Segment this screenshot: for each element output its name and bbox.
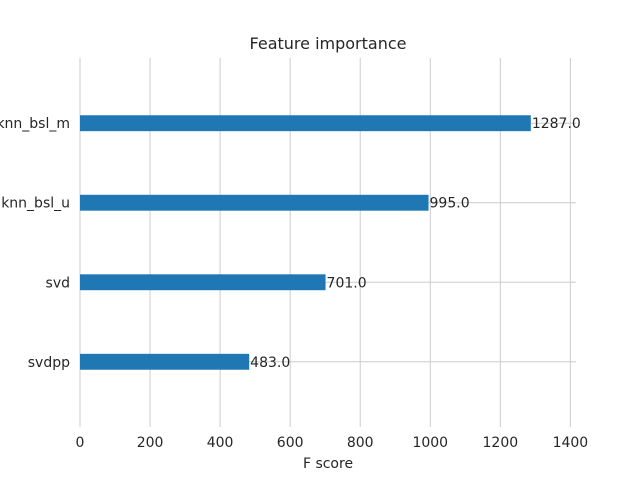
value-label-knn_bsl_m: 1287.0 [532, 116, 581, 132]
bar-svdpp [80, 353, 250, 370]
x-tick-label: 0 [76, 435, 85, 451]
bars [80, 115, 531, 370]
x-tick-label: 1000 [412, 435, 448, 451]
y-tick-label-svd: svd [46, 275, 70, 291]
y-tick-label-svdpp: svdpp [28, 355, 70, 371]
x-tick-label: 800 [347, 435, 374, 451]
x-tick-label: 1200 [483, 435, 519, 451]
grid-lines [79, 58, 576, 427]
value-label-svd: 701.0 [327, 275, 367, 291]
x-tick-label: 200 [137, 435, 164, 451]
chart-title: Feature importance [250, 34, 407, 53]
value-label-svdpp: 483.0 [250, 355, 290, 371]
bar-knn_bsl_u [80, 194, 429, 211]
x-tick-labels: 0 200 400 600 800 1000 1200 1400 [76, 435, 589, 451]
bar-svd [80, 274, 326, 291]
y-tick-label-knn_bsl_m: knn_bsl_m [0, 116, 70, 132]
y-tick-labels: svdpp svd knn_bsl_u knn_bsl_m [0, 116, 70, 371]
x-axis-label: F score [303, 456, 353, 472]
value-label-knn_bsl_u: 995.0 [430, 196, 470, 212]
data-labels: 483.0 701.0 995.0 1287.0 [250, 116, 581, 371]
y-tick-label-knn_bsl_u: knn_bsl_u [1, 196, 70, 212]
bar-knn_bsl_m [80, 115, 531, 132]
x-tick-label: 1400 [553, 435, 589, 451]
x-tick-label: 400 [207, 435, 234, 451]
x-tick-label: 600 [277, 435, 304, 451]
